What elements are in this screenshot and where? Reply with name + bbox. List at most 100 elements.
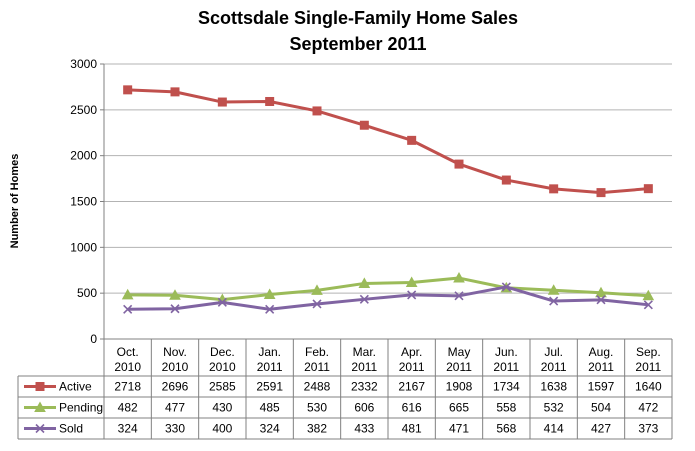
- data-point-sold: [312, 299, 322, 309]
- data-point-sold: [549, 296, 559, 306]
- x-category-label-year: 2011: [351, 360, 377, 374]
- chart-title-line-1: Scottsdale Single-Family Home Sales: [198, 8, 518, 28]
- data-point-active: [123, 85, 133, 95]
- table-value-pending: 665: [449, 401, 469, 415]
- legend-key-marker-sold-stroke-b: [35, 423, 45, 434]
- x-category-label-year: 2010: [162, 360, 189, 374]
- x-category-label-year: 2011: [493, 360, 519, 374]
- table-value-sold: 373: [638, 422, 658, 436]
- x-category-label-year: 2011: [399, 360, 425, 374]
- data-point-sold-stroke-b: [265, 304, 275, 314]
- x-category-label-month: Jan.: [258, 345, 281, 359]
- data-point-sold-stroke-b: [549, 296, 559, 306]
- table-value-active: 1908: [446, 380, 473, 394]
- data-point-sold: [501, 282, 511, 292]
- table-value-active: 1638: [540, 380, 567, 394]
- data-point-sold-stroke-b: [596, 295, 606, 305]
- x-category-label-month: Aug.: [589, 345, 614, 359]
- series-line-pending: [127, 276, 649, 302]
- data-point-sold: [407, 290, 417, 300]
- x-category-label-year: 2011: [446, 360, 472, 374]
- series-line-active: [127, 88, 649, 195]
- table-value-sold: 427: [591, 422, 611, 436]
- table-value-active: 2585: [209, 380, 236, 394]
- x-category-label-month: Oct.: [117, 345, 139, 359]
- table-value-pending: 504: [591, 401, 611, 415]
- table-value-sold: 400: [212, 422, 232, 436]
- table-value-active: 2332: [351, 380, 378, 394]
- x-category-label-month: Mar.: [353, 345, 376, 359]
- data-point-pending: [642, 289, 655, 301]
- legend-label-active: Active: [59, 380, 92, 394]
- table-value-sold: 324: [118, 422, 138, 436]
- data-point-active: [265, 96, 275, 106]
- data-point-pending: [311, 284, 323, 295]
- data-point-sold: [596, 295, 606, 305]
- table-value-active: 1597: [588, 380, 615, 394]
- data-point-pending: [121, 288, 134, 300]
- table-value-active: 1734: [493, 380, 520, 394]
- x-category-label-year: 2011: [304, 360, 330, 374]
- table-value-active: 2591: [256, 380, 283, 394]
- series-sold: [123, 282, 653, 314]
- table-value-pending: 558: [496, 401, 516, 415]
- data-point-pending: [547, 284, 560, 295]
- x-category-label-month: Jul.: [544, 345, 563, 359]
- table-value-sold: 481: [402, 422, 422, 436]
- data-point-sold-stroke-b: [501, 282, 511, 292]
- data-point-active: [643, 184, 653, 194]
- x-category-label-month: Nov.: [163, 345, 187, 359]
- legend-label-sold: Sold: [59, 422, 83, 436]
- table-value-active: 1640: [635, 380, 662, 394]
- data-table: Oct.2010Nov.2010Dec.2010Jan.2011Feb.2011…: [17, 339, 673, 440]
- table-value-active: 2696: [162, 380, 189, 394]
- data-point-active: [217, 97, 227, 107]
- x-category-label-month: Apr.: [401, 345, 422, 359]
- legend-key-marker-sold: [35, 423, 45, 434]
- x-category-label-year: 2010: [209, 360, 236, 374]
- table-value-pending: 485: [260, 401, 280, 415]
- y-axis-label: Number of Homes: [9, 154, 21, 249]
- x-category-label-year: 2011: [588, 360, 614, 374]
- x-category-label-month: Sep.: [636, 345, 661, 359]
- series-active: [123, 85, 653, 198]
- data-point-sold-stroke-b: [359, 294, 369, 304]
- table-value-pending: 477: [165, 401, 185, 415]
- y-tick-labels: 0 500 1000 1500 2000 2500 3000: [70, 57, 97, 346]
- table-value-sold: 382: [307, 422, 327, 436]
- data-point-pending: [169, 289, 181, 300]
- y-tick-label: 1000: [70, 240, 97, 254]
- series-lines: [121, 85, 655, 314]
- legend-key-marker-pending: [34, 401, 46, 412]
- data-point-sold: [265, 304, 275, 314]
- y-tick-label: 2500: [70, 103, 97, 117]
- data-point-sold: [359, 294, 369, 304]
- legend-key-active: [24, 382, 56, 391]
- data-point-sold: [123, 304, 133, 314]
- x-category-label-year: 2011: [257, 360, 283, 374]
- table-value-sold: 330: [165, 422, 185, 436]
- table-value-sold: 471: [449, 422, 469, 436]
- data-point-pending: [453, 272, 465, 283]
- x-category-label-month: Jun.: [495, 345, 518, 359]
- x-category-label-month: Dec.: [210, 345, 235, 359]
- data-point-sold: [454, 291, 464, 301]
- data-point-sold-stroke-b: [643, 300, 653, 310]
- data-point-sold-stroke-b: [170, 304, 180, 314]
- data-point-sold-stroke-b: [312, 299, 322, 309]
- data-point-sold: [170, 304, 180, 314]
- data-point-active: [407, 135, 417, 145]
- table-value-sold: 433: [354, 422, 374, 436]
- data-point-sold-stroke-b: [454, 291, 464, 301]
- data-point-pending: [263, 288, 276, 300]
- table-value-active: 2718: [114, 380, 141, 394]
- table-value-pending: 532: [544, 401, 564, 415]
- data-point-sold-stroke-b: [217, 297, 227, 307]
- data-point-sold: [217, 297, 227, 307]
- table-value-pending: 530: [307, 401, 327, 415]
- table-value-sold: 324: [260, 422, 280, 436]
- data-point-active: [312, 106, 322, 116]
